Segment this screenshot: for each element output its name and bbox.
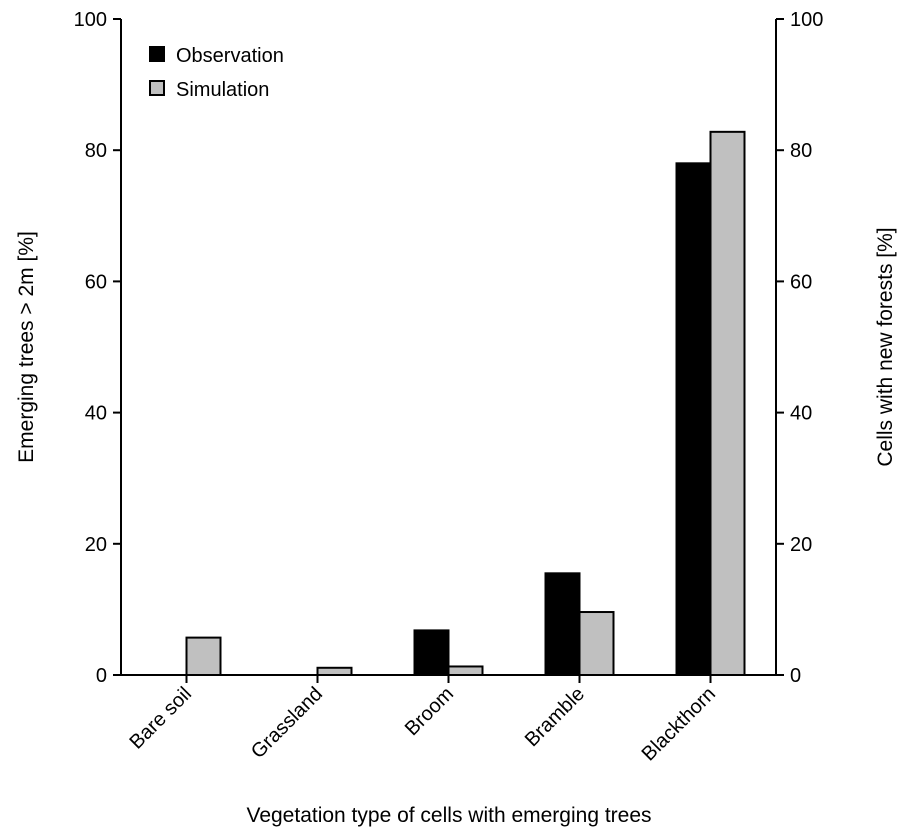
left-y-ticks: 0 20 40 60 80 100 (74, 9, 121, 687)
left-y-tick-label: 40 (85, 403, 107, 425)
bar-simulation-grassland (316, 666, 353, 676)
left-y-tick-label: 100 (74, 9, 107, 31)
bar-observation-blackthorn (675, 162, 712, 676)
bar-observation-bramble (544, 572, 581, 677)
y-axis-title: Emerging trees > 2m [%] (15, 231, 38, 463)
legend-label-observation: Observation (176, 45, 284, 67)
bar-simulation-bramble (578, 611, 615, 676)
left-y-tick-label: 60 (85, 271, 107, 293)
legend-swatch-simulation (149, 80, 165, 96)
x-axis-title: Vegetation type of cells with emerging t… (246, 804, 651, 827)
x-tick-label: Bramble (521, 683, 589, 751)
right-y-tick-label: 60 (790, 271, 812, 293)
bar-observation-broom (413, 629, 450, 677)
right-y-tick-label: 0 (790, 665, 801, 687)
bar-simulation-blackthorn (709, 130, 746, 677)
right-y-tick-label: 100 (790, 9, 823, 31)
bar-simulation-broom (447, 665, 484, 676)
legend-label-simulation: Simulation (176, 79, 269, 101)
right-y-tick-label: 80 (790, 140, 812, 162)
x-tick-label: Bare soil (125, 683, 196, 754)
bar-simulation-bare-soil (185, 636, 222, 676)
y2-axis-title: Cells with new forests [%] (874, 227, 897, 466)
x-tick-labels: Bare soil Grassland Broom Bramble Blackthorn (125, 675, 720, 765)
left-y-tick-label: 0 (96, 665, 107, 687)
x-tick-label: Grassland (247, 683, 327, 763)
legend: Observation Simulation (149, 45, 284, 101)
x-tick-label: Blackthorn (638, 683, 720, 765)
right-y-ticks: 0 20 40 60 80 100 (776, 9, 823, 687)
right-y-tick-label: 40 (790, 403, 812, 425)
bars-group (185, 130, 746, 677)
x-tick-label: Broom (401, 683, 458, 740)
left-y-tick-label: 20 (85, 534, 107, 556)
left-y-tick-label: 80 (85, 140, 107, 162)
right-y-tick-label: 20 (790, 534, 812, 556)
legend-swatch-observation (149, 46, 165, 62)
